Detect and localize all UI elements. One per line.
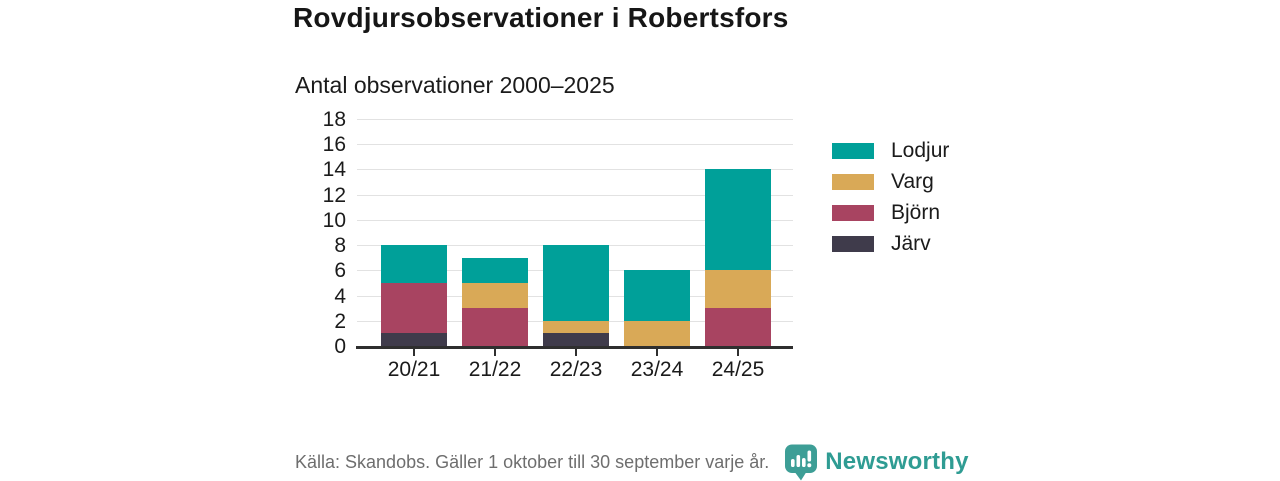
x-tick-label: 22/23	[549, 358, 603, 381]
y-tick-label: 2	[334, 309, 346, 333]
brand-name: Newsworthy	[825, 448, 969, 475]
y-axis-labels: 0 2 4 6 8 10 12 14 16 18	[284, 108, 346, 358]
x-tick-label: 23/24	[630, 358, 684, 381]
y-tick-label: 18	[322, 108, 346, 131]
source-note: Källa: Skandobs. Gäller 1 oktober till 3…	[295, 451, 770, 472]
newsworthy-bubble-chart-icon	[785, 444, 818, 480]
bar-segment-Varg	[543, 320, 609, 334]
bar-22/23	[543, 245, 609, 346]
bar-segment-Lodjur	[462, 257, 528, 283]
legend-label: Björn	[891, 201, 941, 224]
legend-item-Varg: Varg	[832, 170, 949, 193]
y-tick-label: 12	[322, 183, 346, 207]
legend-item-Lodjur: Lodjur	[832, 139, 949, 162]
legend: Lodjur Varg Björn Järv	[832, 139, 949, 267]
legend-swatch	[832, 143, 874, 159]
bar-segment-Järv	[381, 333, 447, 346]
bar-segment-Varg	[624, 320, 690, 346]
x-tick-label: 24/25	[711, 358, 765, 381]
y-tick-label: 0	[334, 335, 346, 358]
x-tick-label: 20/21	[387, 358, 441, 381]
brand-logo: Newsworthy	[784, 444, 968, 481]
bar-segment-Björn	[462, 308, 528, 346]
y-tick-label: 6	[334, 259, 346, 283]
bar-segment-Varg	[462, 282, 528, 309]
bar-21/22	[462, 257, 528, 346]
gridline	[357, 169, 793, 171]
legend-swatch	[832, 174, 874, 190]
y-tick-label: 10	[322, 208, 346, 232]
footer: Källa: Skandobs. Gäller 1 oktober till 3…	[295, 444, 969, 480]
x-axis-line	[356, 346, 793, 349]
legend-item-Björn: Björn	[832, 201, 949, 224]
y-tick-label: 14	[322, 158, 346, 182]
bar-segment-Lodjur	[624, 270, 690, 321]
x-tick-label: 21/22	[468, 358, 522, 381]
x-tick	[413, 348, 415, 356]
bar-segment-Järv	[543, 333, 609, 346]
legend-swatch	[832, 205, 874, 221]
x-tick	[737, 348, 739, 356]
legend-swatch	[832, 236, 874, 252]
gridline	[357, 119, 793, 120]
bar-segment-Lodjur	[381, 245, 447, 283]
x-tick	[575, 348, 577, 356]
gridline	[357, 194, 793, 196]
legend-label: Lodjur	[891, 139, 950, 162]
bar-segment-Lodjur	[705, 169, 771, 271]
bar-20/21	[381, 245, 447, 346]
bar-segment-Björn	[705, 308, 771, 346]
y-tick-label: 16	[322, 133, 346, 157]
legend-label: Varg	[891, 170, 934, 193]
chart-subtitle: Antal observationer 2000–2025	[295, 72, 615, 98]
x-tick	[656, 348, 658, 356]
bar-segment-Varg	[705, 270, 771, 309]
legend-item-Järv: Järv	[832, 232, 949, 255]
gridline	[357, 144, 793, 146]
x-tick	[494, 348, 496, 356]
y-tick-label: 8	[334, 234, 346, 258]
legend-label: Järv	[891, 232, 931, 255]
bar-segment-Björn	[381, 282, 447, 334]
bar-24/25	[705, 169, 771, 346]
chart-title: Rovdjursobservationer i Robertsfors	[293, 2, 789, 33]
bar-segment-Lodjur	[543, 245, 609, 321]
gridline	[357, 219, 793, 221]
plot-area: 20/21 21/22 22/23 23/24 24/25	[356, 119, 793, 381]
bar-23/24	[624, 270, 690, 346]
y-tick-label: 4	[334, 284, 346, 308]
